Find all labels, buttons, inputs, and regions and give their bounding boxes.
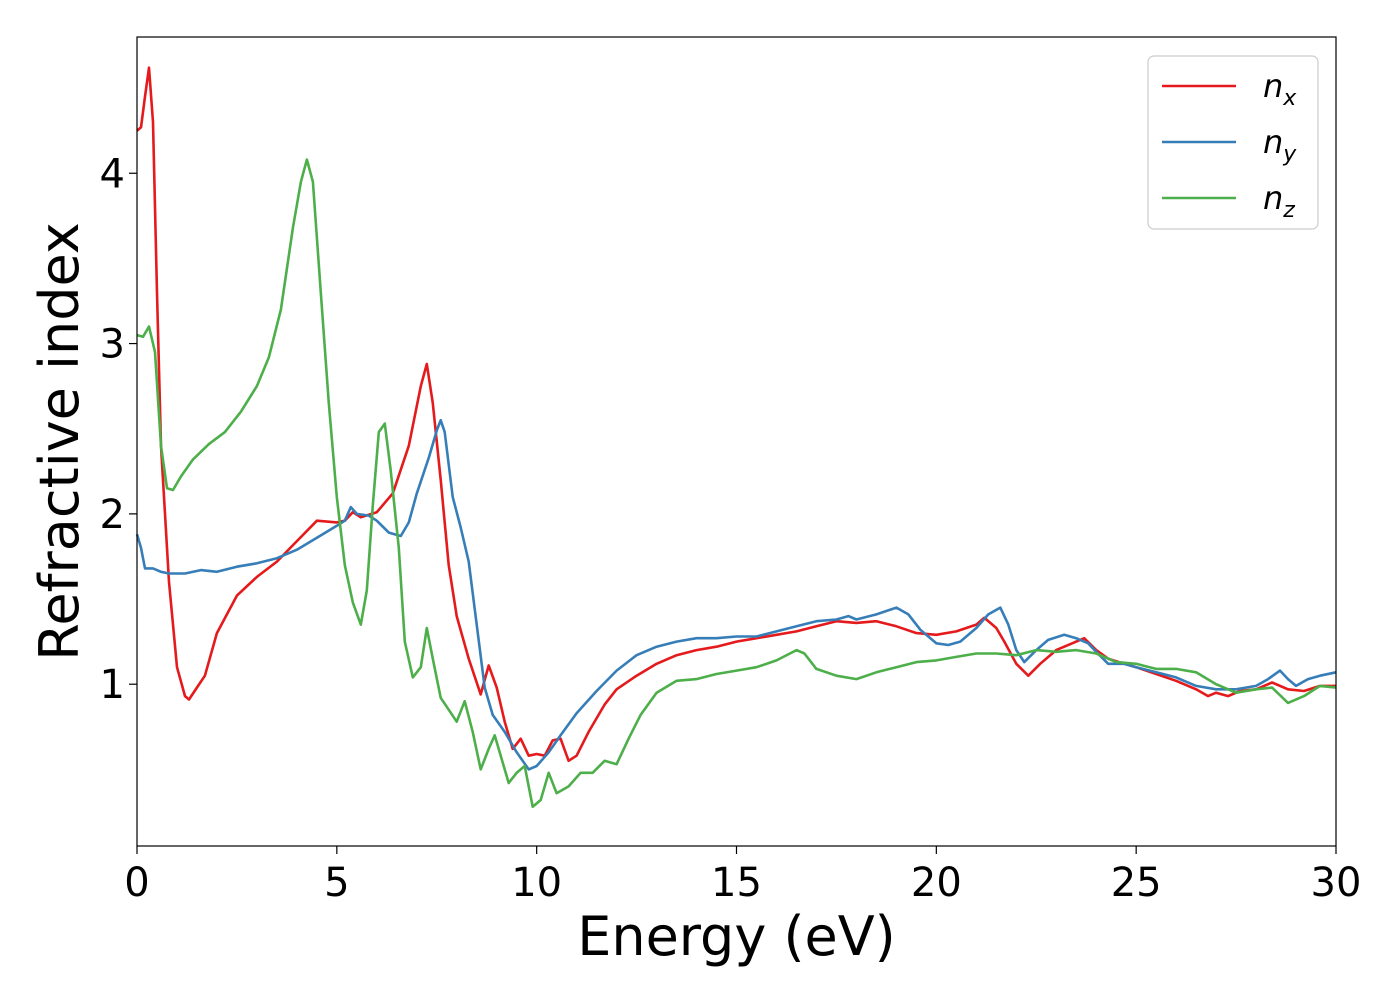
- x-tick-label: 10: [511, 860, 562, 906]
- y-tick-label: 4: [100, 151, 125, 197]
- x-tick-label: 20: [911, 860, 962, 906]
- x-tick-label: 30: [1311, 860, 1362, 906]
- y-tick-label: 1: [100, 662, 125, 708]
- x-tick-label: 25: [1111, 860, 1162, 906]
- plot-lines: [135, 66, 1337, 809]
- x-axis-ticks: 0 5 10 15 20 25 30: [124, 846, 1361, 906]
- x-tick-label: 15: [711, 860, 762, 906]
- series-line-nz: [136, 158, 1337, 809]
- x-tick-label: 5: [324, 860, 349, 906]
- x-tick-label: 0: [124, 860, 149, 906]
- y-axis-title: Refractive index: [28, 222, 91, 661]
- x-axis-title: Energy (eV): [577, 905, 896, 968]
- y-tick-label: 2: [100, 492, 125, 538]
- y-axis-ticks: 1 2 3 4: [100, 151, 137, 708]
- y-tick-label: 3: [100, 322, 125, 368]
- series-line-ny: [135, 418, 1337, 771]
